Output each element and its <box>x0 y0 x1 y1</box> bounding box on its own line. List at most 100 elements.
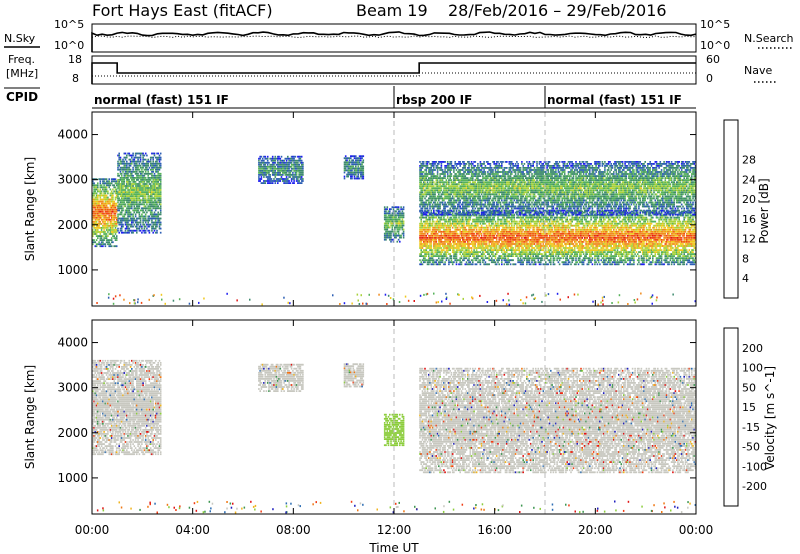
heatmap-cell <box>155 199 157 201</box>
heatmap-cell <box>522 217 524 219</box>
heatmap-cell <box>360 159 362 161</box>
heatmap-cell <box>420 249 422 251</box>
heatmap-cell <box>132 232 134 234</box>
heatmap-cell <box>433 253 435 255</box>
heatmap-cell <box>402 227 404 229</box>
heatmap-cell <box>463 237 465 239</box>
heatmap-cell <box>546 235 548 237</box>
heatmap-cell <box>570 263 572 265</box>
heatmap-cell <box>136 163 138 165</box>
heatmap-cell <box>466 229 468 231</box>
heatmap-cell <box>98 219 100 221</box>
heatmap-cell <box>117 201 119 203</box>
heatmap-cell <box>530 255 532 257</box>
heatmap-cell <box>132 153 134 155</box>
heatmap-cell <box>463 225 465 227</box>
heatmap-cell <box>553 253 555 255</box>
heatmap-cell <box>403 221 405 223</box>
heatmap-cell <box>157 181 159 183</box>
nsky-series <box>92 32 696 52</box>
heatmap-cell <box>131 157 133 159</box>
heatmap-cell <box>444 263 446 265</box>
heatmap-cell <box>139 214 141 216</box>
heatmap-cell <box>263 176 265 178</box>
heatmap-cell <box>129 228 131 230</box>
heatmap-cell <box>95 191 97 193</box>
heatmap-cell <box>137 167 139 169</box>
heatmap-cell <box>550 219 552 221</box>
heatmap-cell <box>132 185 134 187</box>
heatmap-cell <box>351 178 353 180</box>
heatmap-cell <box>514 229 516 231</box>
heatmap-cell <box>157 171 159 173</box>
heatmap-cell <box>550 261 552 263</box>
heatmap-cell <box>506 223 508 225</box>
heatmap-cell <box>472 261 474 263</box>
heatmap-cell <box>96 221 98 223</box>
heatmap-cell <box>388 223 390 225</box>
heatmap-cell <box>132 175 134 177</box>
heatmap-cell <box>526 263 528 265</box>
heatmap-cell <box>490 227 492 229</box>
heatmap-cell <box>504 217 506 219</box>
heatmap-cell <box>150 183 152 185</box>
heatmap-cell <box>144 175 146 177</box>
heatmap-cell <box>565 261 567 263</box>
heatmap-cell <box>145 232 147 234</box>
heatmap-cell <box>157 205 159 207</box>
heatmap-cell <box>551 217 553 219</box>
heatmap-cell <box>529 247 531 249</box>
heatmap-cell <box>110 203 112 205</box>
heatmap-cell <box>536 223 538 225</box>
heatmap-cell <box>571 221 573 223</box>
heatmap-cell <box>461 255 463 257</box>
heatmap-cell <box>439 263 441 265</box>
heatmap-cell <box>95 241 97 243</box>
heatmap-cell <box>493 219 495 221</box>
heatmap-cell <box>535 263 537 265</box>
nsearch-tick-bottom: 10^0 <box>700 39 730 52</box>
heatmap-cell <box>116 239 118 241</box>
heatmap-cell <box>102 201 104 203</box>
heatmap-cell <box>536 225 538 227</box>
heatmap-cell <box>139 228 141 230</box>
heatmap-cell <box>519 247 521 249</box>
heatmap-cell <box>497 251 499 253</box>
heatmap-cell <box>521 219 523 221</box>
heatmap-cell <box>512 241 514 243</box>
heatmap-cell <box>429 261 431 263</box>
heatmap-cell <box>105 221 107 223</box>
heatmap-cell <box>511 219 513 221</box>
heatmap-cell <box>345 168 347 170</box>
heatmap-cell <box>387 229 389 231</box>
heatmap-cell <box>522 263 524 265</box>
heatmap-cell <box>118 181 120 183</box>
heatmap-cell <box>349 163 351 165</box>
heatmap-cell <box>550 259 552 261</box>
heatmap-cell <box>157 153 159 155</box>
heatmap-cell <box>121 228 123 230</box>
heatmap-cell <box>475 245 477 247</box>
heatmap-cell <box>447 217 449 219</box>
heatmap-cell <box>160 205 162 207</box>
heatmap-cell <box>497 217 499 219</box>
heatmap-cell <box>504 263 506 265</box>
heatmap-cell <box>477 237 479 239</box>
heatmap-cell <box>511 225 513 227</box>
heatmap-cell <box>493 227 495 229</box>
heatmap-cell <box>507 247 509 249</box>
heatmap-cell <box>149 216 151 218</box>
heatmap-cell <box>565 249 567 251</box>
heatmap-cell <box>442 259 444 261</box>
heatmap-cell <box>125 230 127 232</box>
heatmap-cell <box>403 237 405 239</box>
heatmap-cell <box>485 223 487 225</box>
heatmap-cell <box>136 201 138 203</box>
heatmap-cell <box>565 231 567 233</box>
heatmap-cell <box>565 245 567 247</box>
freq-panel: 18 8 60 0 Freq. [MHz] Nave <box>6 53 778 85</box>
heatmap-cell <box>559 225 561 227</box>
heatmap-cell <box>159 169 161 171</box>
heatmap-cell <box>112 193 114 195</box>
heatmap-cell <box>398 208 400 210</box>
